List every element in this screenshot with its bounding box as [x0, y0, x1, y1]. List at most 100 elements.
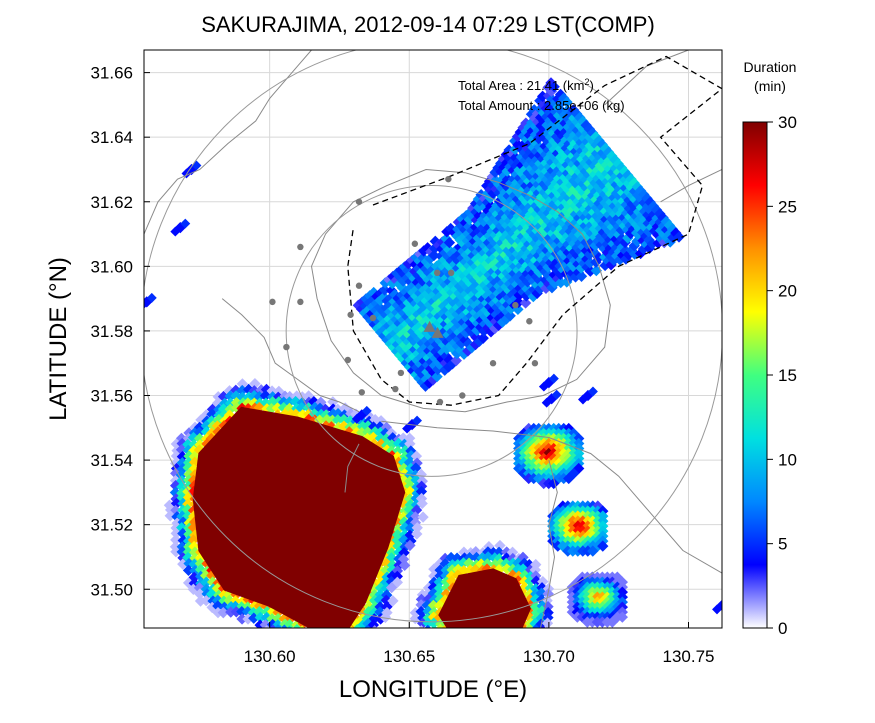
duration-cell — [308, 637, 319, 648]
duration-cell — [535, 612, 547, 624]
duration-cell — [315, 637, 326, 648]
duration-cell — [322, 631, 333, 642]
y-tick-label: 31.54 — [90, 451, 133, 470]
duration-cell — [308, 631, 319, 642]
duration-cell — [314, 643, 325, 654]
duration-cell — [500, 643, 511, 654]
duration-cell — [309, 642, 320, 653]
range-rings — [144, 50, 722, 623]
duration-cell — [415, 485, 428, 498]
duration-cell — [404, 539, 416, 552]
duration-cell — [440, 642, 451, 653]
duration-cell — [431, 370, 443, 383]
station-dot — [459, 392, 466, 399]
duration-cell — [434, 642, 445, 653]
duration-cell — [338, 642, 349, 653]
duration-cell — [351, 413, 362, 424]
duration-cell — [320, 643, 331, 654]
duration-cell — [519, 297, 532, 309]
duration-cell — [361, 624, 374, 628]
duration-cell — [506, 635, 517, 646]
y-tick-label: 31.50 — [90, 580, 133, 599]
duration-cell — [193, 432, 206, 445]
duration-cell — [351, 643, 362, 654]
station-dot — [369, 314, 377, 322]
duration-cell — [428, 570, 440, 582]
colorbar — [742, 121, 768, 629]
range-ring — [285, 184, 578, 477]
duration-cell — [380, 594, 392, 606]
station-dot — [433, 269, 441, 277]
coastline-segment — [144, 50, 312, 235]
duration-cell — [249, 377, 261, 390]
duration-cell — [452, 637, 463, 648]
duration-cell — [477, 630, 488, 641]
total-amount-text: Total Amount : 2.85e+06 (kg) — [458, 98, 625, 113]
duration-cell — [194, 588, 206, 600]
duration-cell — [292, 630, 303, 641]
duration-cell — [616, 611, 628, 623]
colorbar-title-line2: (min) — [754, 78, 786, 94]
duration-cell — [500, 636, 511, 647]
duration-cell — [482, 636, 493, 647]
duration-cell — [170, 497, 183, 510]
duration-cell — [356, 637, 367, 648]
duration-cell — [471, 636, 482, 647]
duration-cell — [236, 378, 249, 390]
duration-cell — [465, 630, 476, 641]
duration-cell — [459, 643, 470, 654]
duration-cell — [200, 594, 212, 607]
duration-cell — [606, 616, 618, 628]
duration-cell — [512, 631, 523, 642]
colorbar-tick-label: 10 — [778, 450, 797, 469]
duration-cell — [507, 642, 518, 653]
station-dot — [347, 311, 354, 318]
duration-cell — [578, 394, 588, 405]
duration-cell — [182, 564, 195, 577]
duration-cell — [597, 540, 609, 552]
coastline-segment — [604, 50, 689, 106]
duration-cell — [524, 629, 535, 640]
duration-cell — [429, 631, 440, 642]
duration-cell — [345, 643, 356, 654]
duration-cell — [344, 638, 355, 649]
duration-cell — [217, 607, 229, 619]
duration-cell — [464, 636, 475, 647]
duration-cell — [411, 522, 423, 534]
duration-cell — [199, 569, 212, 582]
duration-cell — [398, 534, 410, 546]
duration-cell — [170, 534, 182, 546]
sakurajima-boundary-dashed — [347, 55, 722, 406]
y-tick-label: 31.60 — [90, 257, 133, 276]
plot-frame — [143, 49, 723, 629]
duration-cell — [530, 624, 542, 628]
total-area-superscript: 2 — [584, 77, 589, 87]
duration-cell — [333, 636, 344, 647]
duration-cell — [248, 612, 260, 624]
duration-cell — [488, 637, 499, 648]
station-dot — [526, 318, 533, 325]
x-axis-label: LONGITUDE (°E) — [339, 676, 527, 703]
duration-cell — [530, 575, 542, 587]
duration-cell — [428, 249, 440, 262]
coastline-segment — [660, 169, 722, 203]
station-dot — [344, 356, 352, 364]
duration-cell — [200, 576, 212, 588]
duration-cell — [321, 637, 332, 648]
y-tick-label: 31.62 — [90, 193, 133, 212]
colorbar-tick-label: 30 — [778, 113, 797, 132]
duration-cell — [345, 630, 356, 641]
volcano-marker — [423, 320, 444, 338]
colorbar-tick-label: 0 — [778, 619, 787, 638]
station-dot — [269, 298, 276, 306]
duration-core-mass_se — [438, 568, 531, 628]
y-tick-label: 31.52 — [90, 516, 133, 535]
y-axis-label: LATITUDE (°N) — [45, 257, 72, 421]
chart-title: SAKURAJIMA, 2012-09-14 07:29 LST(COMP) — [201, 12, 655, 37]
duration-cell — [443, 236, 456, 249]
station-dot — [512, 301, 519, 309]
duration-cell — [315, 631, 326, 642]
duration-cell — [373, 594, 386, 606]
station-dot — [447, 269, 455, 277]
